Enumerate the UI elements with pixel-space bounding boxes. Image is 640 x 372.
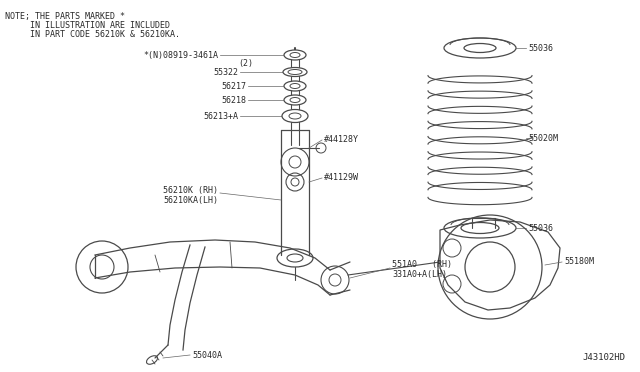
Text: IN PART CODE 56210K & 56210KA.: IN PART CODE 56210K & 56210KA. [5,30,180,39]
Text: 56218: 56218 [221,96,246,105]
Ellipse shape [283,67,307,77]
Ellipse shape [284,95,306,105]
Ellipse shape [284,81,306,91]
Text: 56213+A: 56213+A [203,112,238,121]
Text: 55036: 55036 [528,44,553,52]
Text: 56210KA(LH): 56210KA(LH) [163,196,218,205]
Text: *(N)08919-3461A: *(N)08919-3461A [143,51,218,60]
Text: 55322: 55322 [213,67,238,77]
Text: J43102HD: J43102HD [582,353,625,362]
Ellipse shape [282,109,308,122]
Text: NOTE; THE PARTS MARKED *: NOTE; THE PARTS MARKED * [5,12,125,21]
Text: 55040A: 55040A [192,350,222,359]
Text: (2): (2) [238,58,253,67]
Ellipse shape [284,50,306,60]
Text: #41129W: #41129W [324,173,359,182]
Text: 55180M: 55180M [564,257,594,266]
Text: 55036: 55036 [528,224,553,232]
Text: 56210K (RH): 56210K (RH) [163,186,218,195]
Text: #44128Y: #44128Y [324,135,359,144]
Text: 56217: 56217 [221,81,246,90]
Text: 551A0   (RH): 551A0 (RH) [392,260,452,269]
Text: 331A0+A(LH): 331A0+A(LH) [392,270,447,279]
Text: IN ILLUSTRATION ARE INCLUDED: IN ILLUSTRATION ARE INCLUDED [5,21,170,30]
Text: 55020M: 55020M [528,134,558,142]
